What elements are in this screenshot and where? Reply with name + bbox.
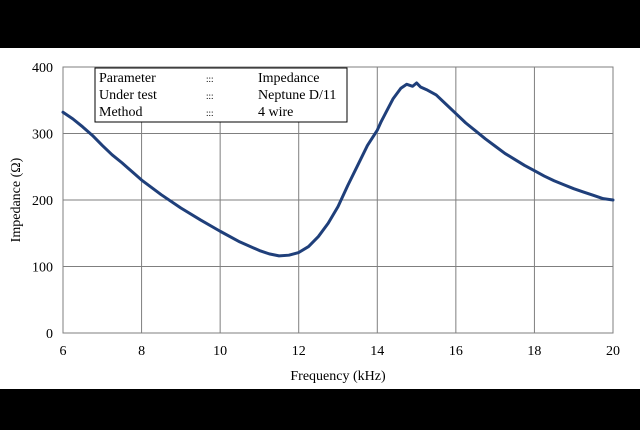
x-axis-title: Frequency (kHz): [290, 369, 386, 384]
legend-name-method: Method: [99, 105, 143, 120]
legend-box: [94, 67, 348, 123]
y-tick-label: 0: [46, 327, 53, 342]
y-tick-labels: 0 100 200 300 400: [32, 61, 53, 342]
x-tick-label: 16: [449, 344, 463, 359]
legend-name-under-test: Under test: [99, 88, 157, 103]
x-tick-label: 12: [292, 344, 306, 359]
legend-value-under-test: Neptune D/11: [258, 88, 336, 103]
chart-frame: Parameter ::: Impedance Under test ::: N…: [0, 48, 640, 389]
y-tick-label: 100: [32, 261, 53, 276]
x-tick-label: 8: [138, 344, 145, 359]
y-tick-label: 300: [32, 128, 53, 143]
impedance-chart: Parameter ::: Impedance Under test ::: N…: [0, 48, 640, 389]
x-tick-label: 14: [370, 344, 384, 359]
legend-sep-method: :::: [206, 108, 214, 118]
x-tick-label: 20: [606, 344, 620, 359]
y-tick-label: 400: [32, 61, 53, 76]
y-tick-label: 200: [32, 194, 53, 209]
impedance-series-line: [61, 81, 615, 258]
legend-value-method: 4 wire: [258, 105, 293, 120]
x-tick-label: 18: [527, 344, 541, 359]
legend-name-parameter: Parameter: [99, 71, 156, 86]
legend-value-parameter: Impedance: [258, 71, 319, 86]
x-tick-labels: 6 8 10 12 14 16 18 20: [60, 344, 621, 359]
x-tick-label: 10: [213, 344, 227, 359]
legend-sep-parameter: :::: [206, 74, 214, 84]
legend-sep-under-test: :::: [206, 91, 214, 101]
x-tick-label: 6: [60, 344, 67, 359]
legend-table: Parameter ::: Impedance Under test ::: N…: [94, 67, 348, 123]
y-axis-title: Impedance (Ω): [9, 157, 24, 242]
